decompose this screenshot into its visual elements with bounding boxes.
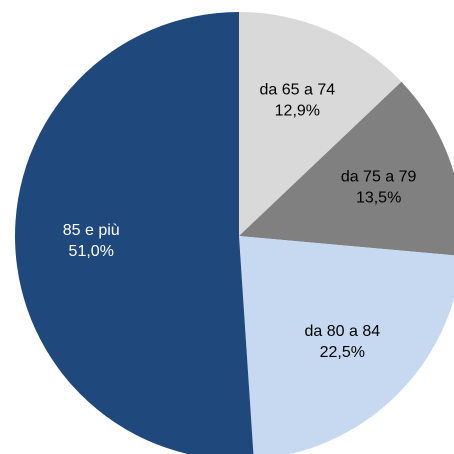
slice-category-label: 85 e più bbox=[63, 222, 120, 239]
slice-value-label: 22,5% bbox=[320, 344, 365, 361]
pie-slice bbox=[15, 12, 254, 454]
slice-value-label: 13,5% bbox=[356, 190, 401, 207]
slice-category-label: da 80 a 84 bbox=[304, 323, 380, 340]
slice-category-label: da 75 a 79 bbox=[341, 169, 417, 186]
pie-slice bbox=[239, 12, 402, 236]
slice-value-label: 51,0% bbox=[69, 243, 114, 260]
pie-slice bbox=[239, 236, 454, 454]
slice-value-label: 12,9% bbox=[275, 102, 320, 119]
pie-slice bbox=[239, 81, 454, 256]
slice-category-label: da 65 a 74 bbox=[260, 81, 336, 98]
